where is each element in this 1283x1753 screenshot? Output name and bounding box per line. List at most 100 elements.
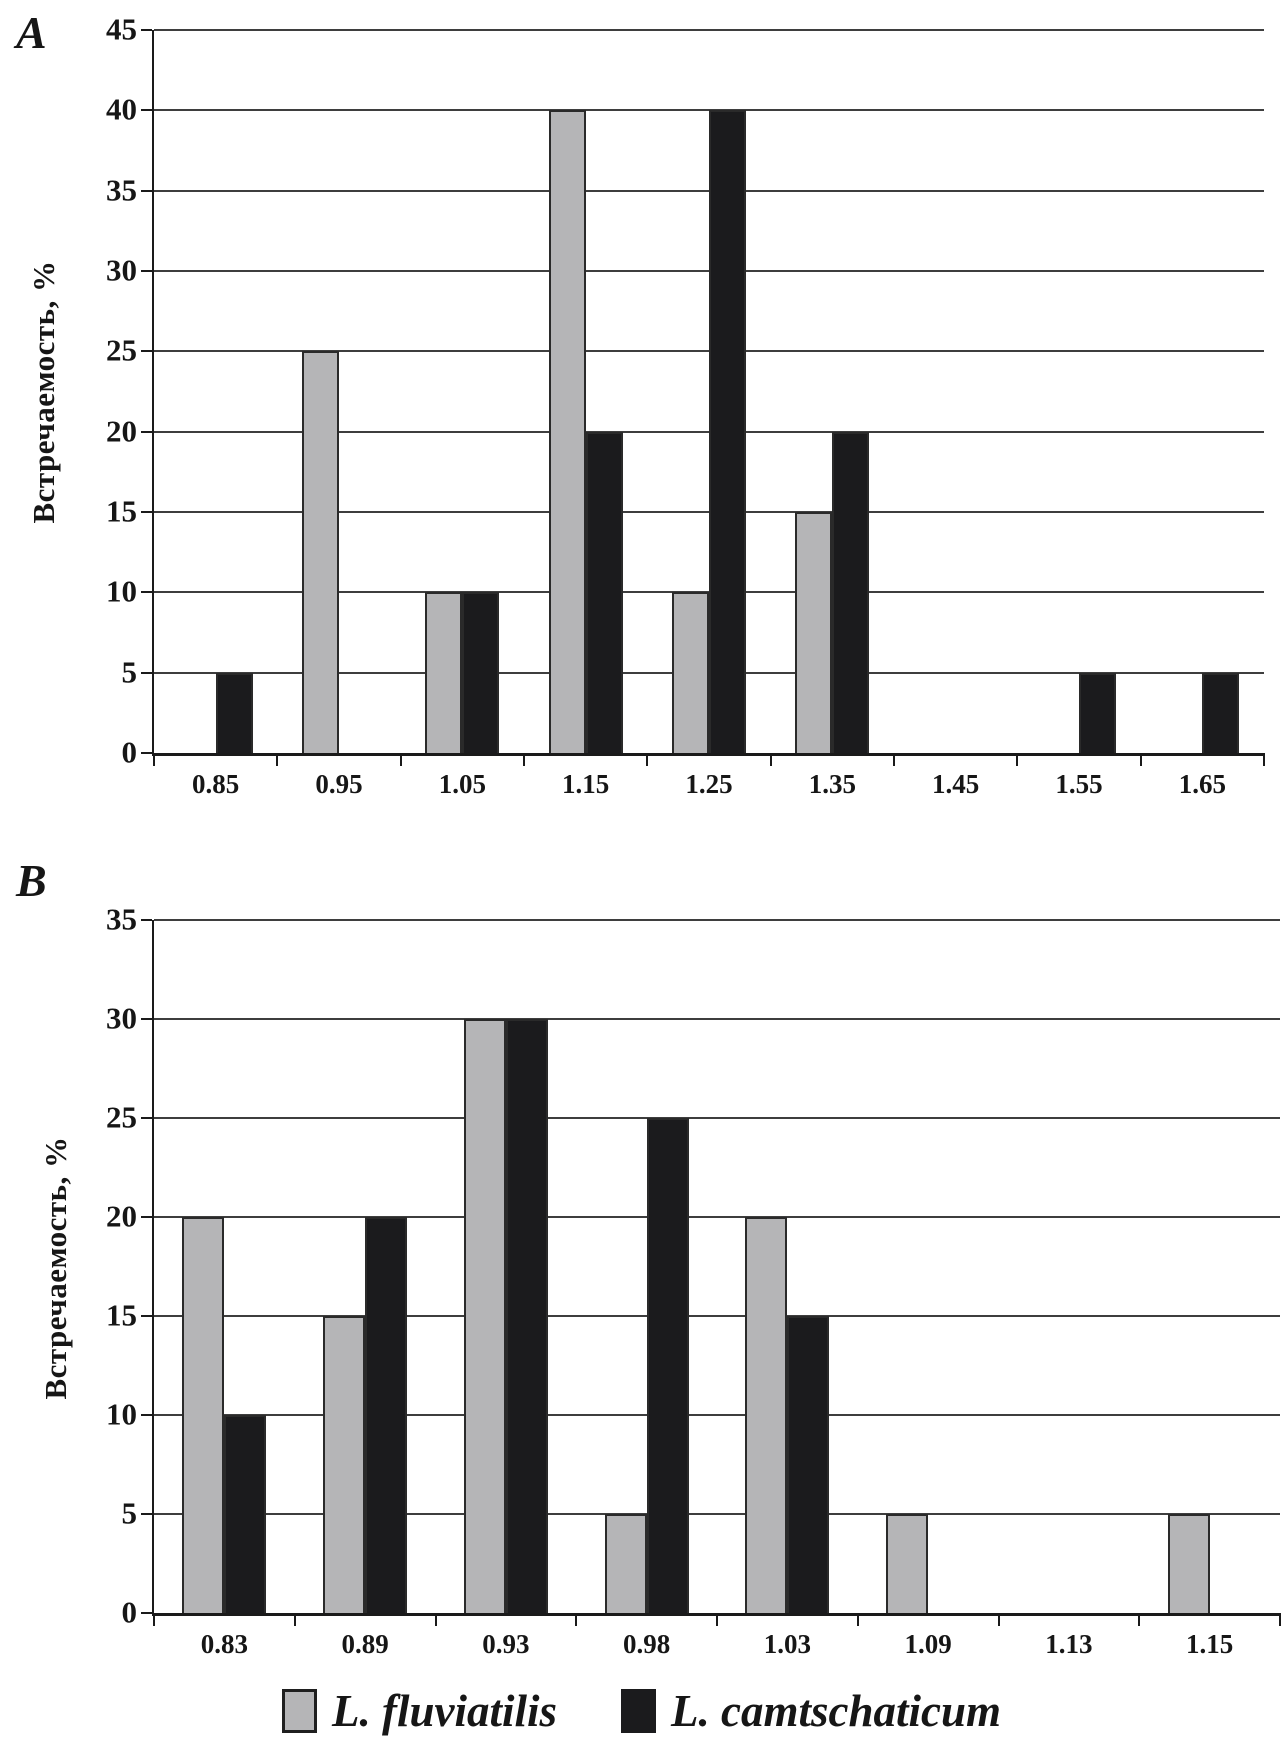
legend-swatch-black-icon xyxy=(621,1689,656,1733)
y-tick-label: 40 xyxy=(106,91,137,127)
x-category-label: 1.65 xyxy=(1178,769,1226,799)
bar-l-camtschaticum xyxy=(215,672,253,753)
x-tick-mark xyxy=(716,1613,718,1626)
bar-l-camtschaticum xyxy=(709,110,746,753)
y-tick-mark xyxy=(141,1216,152,1218)
y-tick-mark xyxy=(141,109,152,112)
x-category-label: 1.15 xyxy=(562,769,610,799)
y-grid-line xyxy=(154,29,1264,31)
x-category-label: 0.85 xyxy=(192,769,240,799)
y-tick-mark xyxy=(141,1414,152,1416)
y-tick-label: 5 xyxy=(121,653,138,689)
y-grid-line xyxy=(154,919,1280,921)
y-tick-mark xyxy=(141,511,152,513)
x-category-label: 1.55 xyxy=(1055,769,1103,799)
legend-label: L. camtschaticum xyxy=(671,1686,1001,1736)
bar-l-fluviatilis xyxy=(604,1514,647,1613)
y-grid-line xyxy=(154,1414,1280,1416)
y-tick-mark xyxy=(141,752,152,754)
x-category-label: 1.45 xyxy=(932,769,980,799)
x-tick-mark xyxy=(575,1613,578,1626)
x-tick-mark xyxy=(1279,1613,1281,1626)
x-category-label: 1.03 xyxy=(763,1629,811,1659)
bar-l-fluviatilis xyxy=(302,351,339,753)
x-tick-mark xyxy=(1016,753,1019,766)
bar-l-fluviatilis xyxy=(672,592,709,753)
x-tick-mark xyxy=(153,753,155,766)
x-category-label: 1.25 xyxy=(685,769,733,799)
y-tick-mark xyxy=(141,430,152,433)
y-grid-line xyxy=(154,1315,1280,1317)
x-category-label: 1.09 xyxy=(904,1629,952,1659)
panel-label-b: B xyxy=(16,855,47,906)
y-tick-mark xyxy=(141,671,152,674)
x-tick-mark xyxy=(523,753,525,766)
bar-l-fluviatilis xyxy=(425,592,463,753)
y-tick-mark xyxy=(141,1315,152,1317)
x-category-label: 0.89 xyxy=(341,1629,389,1659)
y-tick-mark xyxy=(141,270,152,272)
x-tick-mark xyxy=(1139,753,1142,766)
x-tick-mark xyxy=(276,753,279,766)
x-tick-mark xyxy=(1138,1613,1141,1626)
x-tick-mark xyxy=(856,1613,859,1626)
x-category-label: 0.95 xyxy=(315,769,363,799)
y-tick-mark xyxy=(141,1117,152,1119)
y-tick-mark xyxy=(141,919,152,921)
bar-l-fluviatilis xyxy=(745,1217,788,1613)
chart-panel-a: A Встречаемость, % 45 40 35 30 25 20 15 10 5 0 0.8… xyxy=(0,0,1283,838)
y-tick-mark xyxy=(141,591,152,594)
bar-l-fluviatilis xyxy=(323,1316,366,1613)
y-tick-label: 15 xyxy=(106,493,137,529)
y-tick-mark xyxy=(141,189,152,192)
legend-label: L. fluviatilis xyxy=(332,1686,557,1736)
bar-l-fluviatilis xyxy=(886,1514,929,1613)
x-category-label: 0.93 xyxy=(482,1629,530,1659)
bar-l-fluviatilis xyxy=(182,1217,225,1613)
y-tick-label: 25 xyxy=(106,1099,137,1135)
x-category-label: 0.83 xyxy=(200,1629,248,1659)
bar-l-camtschaticum xyxy=(787,1316,830,1613)
y-tick-label: 35 xyxy=(106,901,137,937)
legend: L. fluviatilis L. camtschaticum xyxy=(0,1676,1283,1746)
legend-item-fluviatilis: L. fluviatilis xyxy=(282,1685,557,1737)
y-tick-mark xyxy=(141,1612,152,1614)
x-tick-mark xyxy=(293,1613,296,1626)
legend-swatch-gray-icon xyxy=(282,1689,317,1733)
x-category-label: 1.13 xyxy=(1045,1629,1093,1659)
y-grid-line xyxy=(154,1117,1280,1119)
y-tick-label: 30 xyxy=(106,252,137,288)
bar-l-fluviatilis xyxy=(463,1019,506,1613)
bar-l-camtschaticum xyxy=(1079,672,1116,753)
bar-l-fluviatilis xyxy=(548,110,586,753)
bar-l-camtschaticum xyxy=(365,1217,408,1613)
bar-l-camtschaticum xyxy=(585,431,623,753)
y-grid-line xyxy=(154,1018,1280,1020)
y-tick-mark xyxy=(141,350,152,353)
x-tick-mark xyxy=(153,1613,155,1626)
x-category-label: 1.15 xyxy=(1186,1629,1234,1659)
bar-l-camtschaticum xyxy=(1202,672,1240,753)
y-tick-label: 20 xyxy=(106,1198,137,1234)
y-tick-label: 15 xyxy=(106,1297,137,1333)
y-tick-label: 30 xyxy=(106,1000,137,1036)
y-tick-mark xyxy=(141,1018,152,1020)
y-tick-mark xyxy=(141,29,152,31)
x-tick-mark xyxy=(997,1613,1000,1626)
y-tick-mark xyxy=(141,1513,152,1515)
y-axis-title-a: Встречаемость, % xyxy=(26,260,61,524)
y-tick-label: 20 xyxy=(106,412,137,448)
y-tick-label: 0 xyxy=(121,1594,138,1630)
x-category-label: 1.05 xyxy=(438,769,486,799)
x-tick-mark xyxy=(1263,753,1265,766)
y-tick-label: 45 xyxy=(106,11,137,47)
y-tick-label: 0 xyxy=(121,734,138,770)
x-category-label: 1.35 xyxy=(808,769,856,799)
bar-l-camtschaticum xyxy=(462,592,500,753)
x-tick-mark xyxy=(399,753,402,766)
bar-l-camtschaticum xyxy=(505,1019,548,1613)
x-tick-mark xyxy=(434,1613,437,1626)
x-tick-mark xyxy=(769,753,772,766)
legend-item-camtschaticum: L. camtschaticum xyxy=(621,1685,1001,1737)
plot-area-b: 35 30 25 20 15 10 5 0 0.83 0.89 0.93 0.98 1.03 1.09 1.… xyxy=(106,901,1281,1659)
